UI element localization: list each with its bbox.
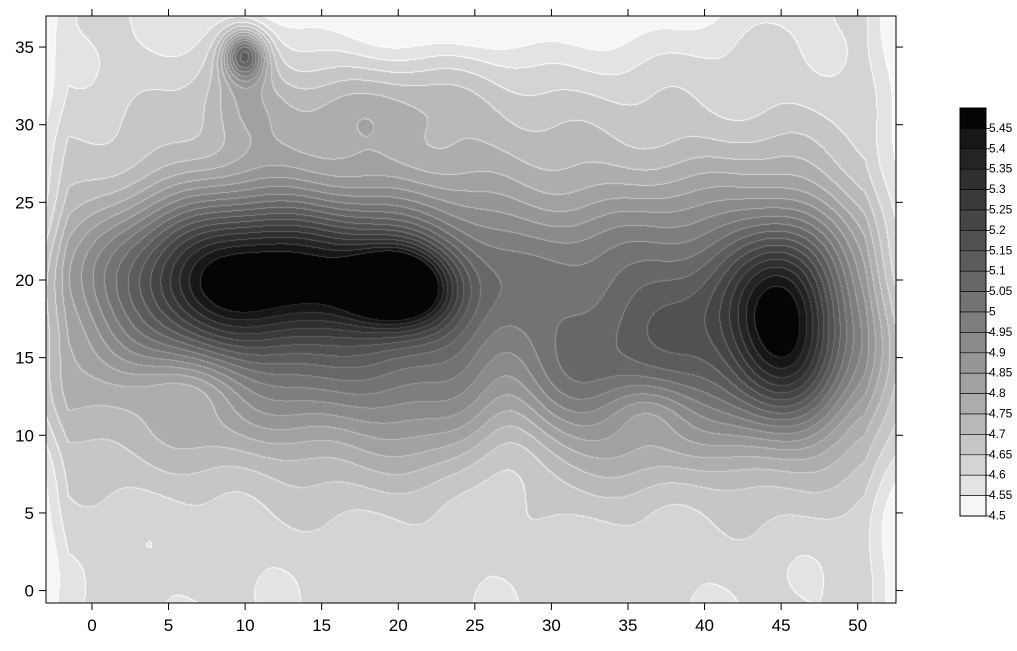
colorbar-label: 5.4 [989, 141, 1006, 155]
colorbar-label: 4.5 [989, 509, 1006, 523]
colorbar-swatch [959, 413, 987, 435]
colorbar-swatch [959, 107, 987, 129]
x-tick-label: 15 [312, 616, 331, 635]
y-tick-label: 30 [15, 116, 34, 135]
colorbar-frame [959, 107, 987, 517]
colorbar-swatch [959, 352, 987, 374]
colorbar-swatch [959, 209, 987, 231]
colorbar-swatch [959, 495, 987, 517]
colorbar-swatch [959, 372, 987, 394]
colorbar-label: 4.85 [989, 366, 1013, 380]
plot-frame [45, 15, 897, 604]
colorbar-swatch [959, 128, 987, 150]
colorbar-label: 5.45 [989, 121, 1013, 135]
colorbar-label: 5.2 [989, 223, 1006, 237]
colorbar-swatch [959, 454, 987, 476]
colorbar-label: 5.15 [989, 243, 1013, 257]
x-tick-label: 10 [236, 616, 255, 635]
colorbar-label: 4.95 [989, 325, 1013, 339]
colorbar-label: 5.05 [989, 284, 1013, 298]
y-tick-label: 35 [15, 38, 34, 57]
colorbar-label: 4.75 [989, 407, 1013, 421]
colorbar-swatch [959, 474, 987, 496]
x-tick-label: 35 [619, 616, 638, 635]
colorbar-label: 5.35 [989, 162, 1013, 176]
x-tick-label: 50 [848, 616, 867, 635]
x-tick-label: 30 [542, 616, 561, 635]
x-tick-label: 20 [389, 616, 408, 635]
x-tick-label: 40 [695, 616, 714, 635]
colorbar: 5.45 5.4 5.35 5.3 5.25 5.2 5.15 5.1 5.05 5 4.95 4.9… [959, 107, 1013, 523]
colorbar-swatch [959, 168, 987, 190]
x-tick-label: 45 [772, 616, 791, 635]
y-tick-label: 0 [25, 582, 34, 601]
colorbar-label: 4.8 [989, 386, 1006, 400]
x-tick-label: 5 [164, 616, 173, 635]
colorbar-label: 4.55 [989, 488, 1013, 502]
colorbar-swatch [959, 434, 987, 456]
y-tick-label: 25 [15, 193, 34, 212]
axes: 0 5 10 15 20 25 30 35 40 45 50 0 5 10 15 20 25 30 35 [15, 9, 903, 635]
x-tick-label: 25 [465, 616, 484, 635]
y-tick-label: 10 [15, 426, 34, 445]
colorbar-label: 5 [989, 305, 996, 319]
colorbar-label: 4.65 [989, 447, 1013, 461]
colorbar-label: 4.6 [989, 468, 1006, 482]
y-tick-label: 15 [15, 349, 34, 368]
colorbar-swatch [959, 393, 987, 415]
colorbar-swatch [959, 332, 987, 354]
y-tick-label: 5 [25, 504, 34, 523]
colorbar-label: 5.25 [989, 203, 1013, 217]
colorbar-label: 4.9 [989, 345, 1006, 359]
y-tick-label: 20 [15, 271, 34, 290]
colorbar-swatch [959, 270, 987, 292]
colorbar-label: 5.1 [989, 264, 1006, 278]
colorbar-label: 5.3 [989, 182, 1006, 196]
colorbar-swatch [959, 311, 987, 333]
colorbar-swatch [959, 189, 987, 211]
colorbar-swatch [959, 291, 987, 313]
colorbar-swatch [959, 148, 987, 170]
plot-area [46, 16, 896, 603]
colorbar-swatch [959, 230, 987, 252]
colorbar-swatch [959, 250, 987, 272]
colorbar-label: 4.7 [989, 427, 1006, 441]
x-tick-label: 0 [87, 616, 96, 635]
contour-fill [46, 16, 896, 603]
